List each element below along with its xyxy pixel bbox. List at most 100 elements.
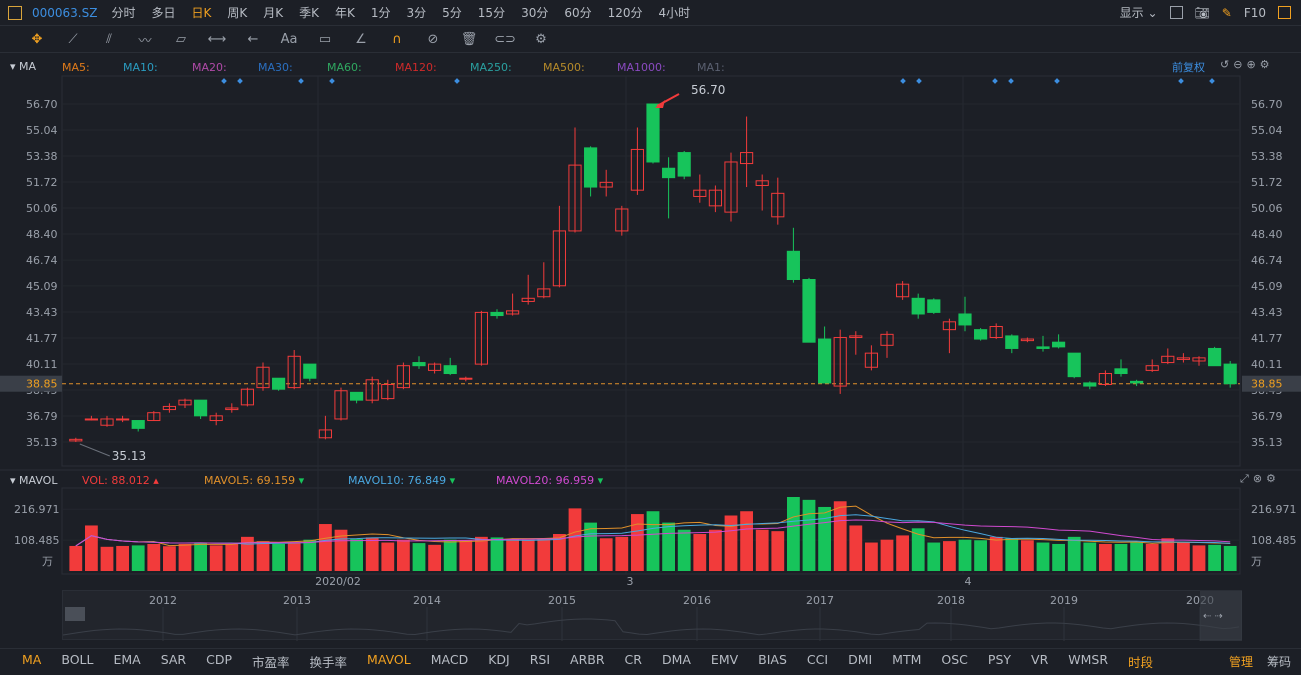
indicator-tab[interactable]: MA [22,652,42,667]
indicator-tab[interactable]: CDP [206,652,233,667]
line-tool-icon[interactable]: ⟋ [68,32,78,47]
volume-bar [599,538,613,571]
indicator-tab[interactable]: MACD [430,652,469,667]
volume-bar [974,540,987,571]
layout-checkbox-icon[interactable] [1169,6,1183,19]
indicator-tab[interactable]: KDJ [488,652,510,667]
price-tick-label-left: 40.11 [26,358,58,371]
window-icon[interactable] [1278,6,1291,19]
timeframe-tab[interactable]: 15分 [477,6,506,20]
timeframe-tab[interactable]: 周K [227,6,248,20]
wave-tool-icon[interactable]: 〰 [138,34,152,49]
volume-bar [662,522,675,571]
candle-body [194,399,208,417]
main-panel-title[interactable]: ▾ MA [10,60,37,73]
indicator-tab[interactable]: BOLL [61,652,94,667]
volume-bar [553,534,566,571]
timeline-sparkline [62,618,1240,636]
chips-button[interactable]: 筹码 [1266,655,1291,669]
candle-body [334,390,348,420]
arrow-tool-icon[interactable]: ← [247,32,259,47]
brush-tool-icon[interactable]: ∠ [355,32,367,47]
settings-tool-icon[interactable]: ⚙ [535,32,547,47]
timeframe-tab[interactable]: 30分 [521,6,549,20]
candle-body [584,147,598,188]
timeframe-tab[interactable]: 120分 [607,6,643,20]
minus-icon[interactable]: ⊖ [1233,58,1247,71]
indicator-tab[interactable]: WMSR [1068,652,1109,667]
timeframe-tab[interactable]: 60分 [564,6,592,20]
range-tool-icon[interactable]: ⟷ [207,32,227,47]
collapse-icon[interactable]: ▾ [10,60,16,73]
reset-icon[interactable]: ↺ [1220,58,1234,71]
timeframe-tab[interactable]: 4小时 [658,6,691,20]
camera-icon[interactable]: 📷︎ [1194,5,1210,20]
indicator-tab[interactable]: ARBR [570,652,605,667]
note-tool-icon[interactable]: ▭ [318,32,332,47]
indicator-tab[interactable]: OSC [941,652,968,667]
delete-tool-icon[interactable]: 🗑︎ [460,32,478,47]
volume-bar [755,529,769,571]
indicator-tab[interactable]: BIAS [758,652,787,667]
text-tool-icon[interactable]: Aa [280,32,298,47]
volume-bar [443,539,457,571]
price-tick-label-left: 55.04 [26,124,58,137]
timeframe-tab[interactable]: 分时 [111,6,136,20]
volume-panel-title[interactable]: ▾ MAVOL [10,474,58,487]
stock-code[interactable]: 000063.SZ [32,5,98,20]
expand-icon[interactable]: ⤢ [1240,472,1253,485]
toggle-tool-icon[interactable]: ⊂⊃ [494,32,516,47]
volume-bar [537,539,551,571]
timeframe-tab[interactable]: 季K [299,6,319,20]
timeline-svg[interactable]: 201220132014201520162017201820192020⇠ ⇢ [62,591,1243,641]
manage-button[interactable]: 管理 [1228,655,1253,669]
indicator-tab[interactable]: DMA [661,652,691,667]
low-leader-line [79,443,110,457]
indicator-tab[interactable]: 市盈率 [252,655,290,670]
close-icon[interactable]: ⊗ [1252,472,1267,485]
indicator-tab[interactable]: EMV [710,652,739,667]
indicator-tab[interactable]: 时段 [1128,655,1154,670]
panel-controls[interactable]: ↺⊖⊕⚙ [1220,58,1274,71]
event-marker-icon [329,78,335,84]
volume-controls[interactable]: ⤢⊗⚙ [1240,472,1280,486]
timeframe-tab[interactable]: 1分 [370,6,391,20]
eye-tool-icon[interactable]: ⊘ [427,32,439,47]
indicator-tab[interactable]: PSY [987,652,1012,667]
timeframe-tab[interactable]: 年K [335,6,355,20]
indicator-tab[interactable]: CCI [806,652,829,667]
indicator-tab[interactable]: VR [1031,652,1049,667]
pencil-icon[interactable]: ✎ [1221,5,1232,20]
settings-icon[interactable]: ⚙ [1266,472,1280,485]
volume-bar [475,536,488,571]
timeline-navigator[interactable]: 201220132014201520162017201820192020⇠ ⇢ [62,590,1243,641]
shape-tool-icon[interactable]: ▱ [176,32,186,47]
indicator-tab[interactable]: DMI [848,652,873,667]
timeframe-tab[interactable]: 日K [191,6,212,20]
display-menu[interactable]: 显示 ⌄ [1119,6,1158,20]
plus-icon[interactable]: ⊕ [1246,58,1260,71]
indicator-tab[interactable]: EMA [113,652,141,667]
indicator-tab[interactable]: CR [624,652,642,667]
volume-bar [927,542,941,571]
settings-icon[interactable]: ⚙ [1259,58,1274,71]
chart-area[interactable]: 56.70 56.70 55.04 55.04 53.38 53.38 51.72 51.72… [0,54,1301,590]
timeframe-tab[interactable]: 月K [263,6,284,20]
channel-tool-icon[interactable]: ⫽ [106,32,112,47]
indicator-tab[interactable]: MAVOL [367,652,411,667]
chart-svg[interactable]: 56.70 56.70 55.04 55.04 53.38 53.38 51.72 51.72… [0,54,1301,590]
indicator-tab[interactable]: RSI [529,652,551,667]
indicator-tab[interactable]: SAR [160,652,187,667]
timeframe-tab[interactable]: 5分 [442,6,462,20]
volume-bar [1208,544,1221,571]
timeframe-tab[interactable]: 3分 [406,6,427,20]
magnet-tool-icon[interactable]: ∩ [392,32,402,47]
collapse-icon[interactable]: ▾ [10,474,16,487]
move-tool-icon[interactable]: ✥ [31,32,43,47]
sidebar-toggle-icon[interactable] [8,5,22,20]
f10-button[interactable]: F10 [1243,5,1266,20]
fuquan-button[interactable]: 前复权 [1172,61,1205,74]
indicator-tab[interactable]: 换手率 [309,655,348,670]
indicator-tab[interactable]: MTM [892,652,922,667]
timeframe-tab[interactable]: 多日 [151,6,176,20]
